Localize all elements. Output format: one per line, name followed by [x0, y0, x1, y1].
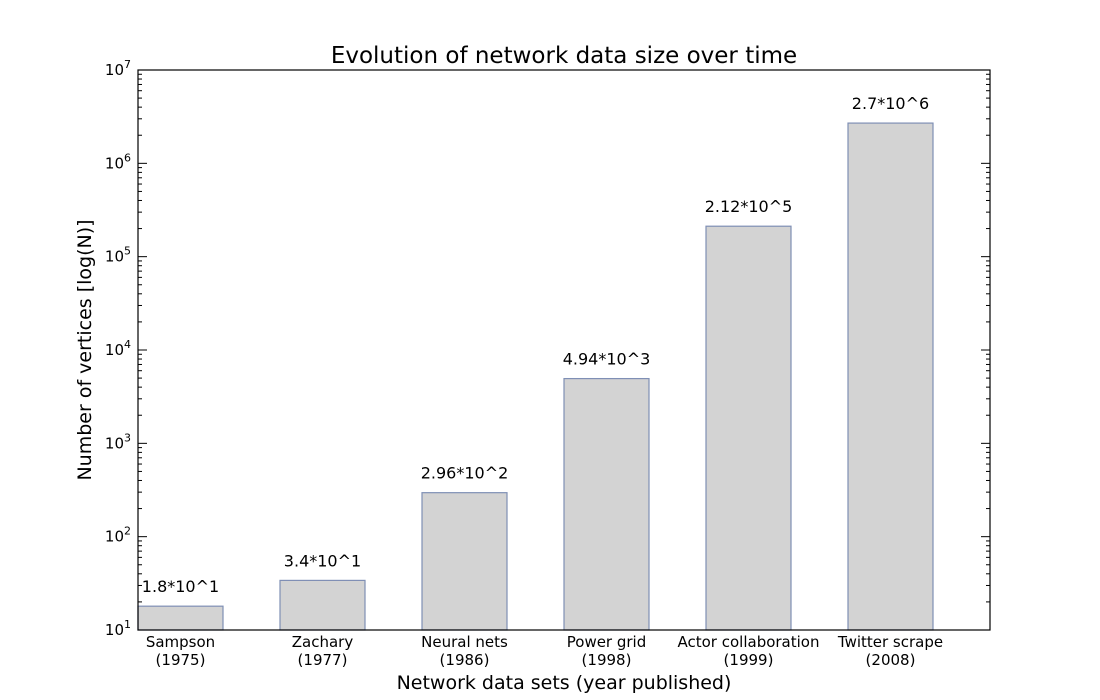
y-tick-exponent: 1: [124, 618, 131, 631]
y-tick-exponent: 7: [124, 58, 131, 71]
x-tick-label: Actor collaboration: [678, 633, 820, 651]
bar: [563, 377, 650, 631]
data-label: 2.7*10^6: [852, 94, 929, 113]
bar: [847, 122, 934, 631]
data-label: 1.8*10^1: [142, 577, 219, 596]
y-tick-label: 101: [105, 618, 131, 639]
y-tick-label: 104: [105, 338, 131, 359]
y-tick-exponent: 6: [124, 151, 131, 164]
y-tick-base: 10: [105, 341, 124, 359]
data-labels-group: 1.8*10^1 3.4*10^1 2.96*10^2 4.94*10^3 2.12*1…: [142, 94, 929, 596]
data-label: 4.94*10^3: [563, 350, 651, 369]
y-tick-base: 10: [105, 248, 124, 266]
x-tick-label-year: (1998): [582, 651, 632, 669]
x-axis-category-labels: Sampson(1975)Zachary(1977)Neural nets(19…: [146, 633, 943, 669]
y-tick-base: 10: [105, 61, 124, 79]
y-tick-label: 107: [105, 58, 131, 79]
y-tick-base: 10: [105, 154, 124, 172]
data-label: 2.12*10^5: [705, 197, 793, 216]
x-tick-label-year: (2008): [866, 651, 916, 669]
x-tick-label: Zachary: [292, 633, 354, 651]
y-tick-base: 10: [105, 621, 124, 639]
chart-title: Evolution of network data size over time: [331, 43, 797, 69]
bar: [137, 605, 224, 631]
x-tick-label: Neural nets: [421, 633, 508, 651]
y-tick-label: 106: [105, 151, 131, 172]
bars-group: [137, 122, 934, 631]
plot-frame: [137, 69, 991, 631]
y-tick-label: 102: [105, 525, 131, 546]
x-tick-label-year: (1999): [724, 651, 774, 669]
data-label: 3.4*10^1: [284, 551, 361, 570]
x-tick-label: Sampson: [146, 633, 215, 651]
bar: [421, 492, 508, 631]
x-tick-label-year: (1977): [298, 651, 348, 669]
y-tick-base: 10: [105, 434, 124, 452]
bar: [705, 225, 792, 631]
y-axis-label: Number of vertices [log(N)]: [74, 219, 96, 480]
y-tick-label: 105: [105, 245, 131, 266]
y-tick-exponent: 4: [124, 338, 131, 351]
x-axis-label: Network data sets (year published): [397, 672, 732, 694]
y-tick-exponent: 5: [124, 245, 131, 258]
data-label: 2.96*10^2: [421, 464, 509, 483]
y-tick-exponent: 3: [124, 431, 131, 444]
x-tick-label-year: (1986): [440, 651, 490, 669]
x-tick-label-year: (1975): [156, 651, 206, 669]
x-tick-label: Twitter scrape: [837, 633, 943, 651]
y-tick-exponent: 2: [124, 525, 131, 538]
y-tick-base: 10: [105, 528, 124, 546]
y-tick-label: 103: [105, 431, 131, 452]
bar: [279, 579, 366, 631]
x-tick-label: Power grid: [567, 633, 647, 651]
